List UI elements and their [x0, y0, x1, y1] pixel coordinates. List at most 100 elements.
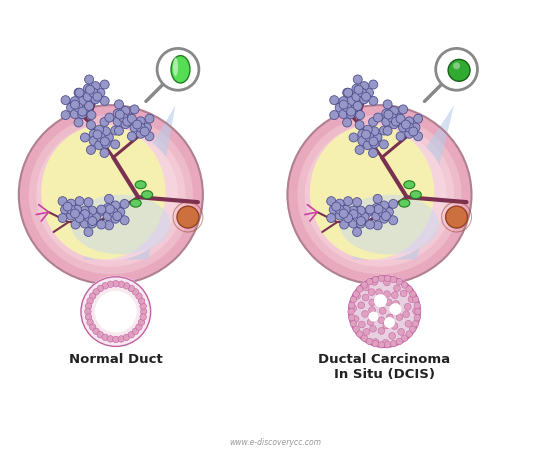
Circle shape — [85, 85, 95, 94]
Circle shape — [97, 220, 106, 229]
Circle shape — [346, 97, 355, 106]
Circle shape — [123, 117, 132, 126]
Circle shape — [138, 319, 145, 325]
Circle shape — [100, 149, 109, 157]
Circle shape — [372, 339, 379, 346]
Circle shape — [446, 206, 468, 228]
Circle shape — [128, 132, 136, 141]
Circle shape — [411, 123, 420, 132]
Circle shape — [80, 206, 89, 215]
Circle shape — [111, 126, 120, 135]
Circle shape — [132, 289, 139, 295]
Circle shape — [89, 136, 98, 146]
Circle shape — [392, 117, 400, 126]
Circle shape — [103, 212, 112, 221]
Circle shape — [366, 338, 373, 345]
Circle shape — [352, 84, 361, 93]
Circle shape — [330, 95, 339, 105]
Circle shape — [339, 100, 348, 109]
Circle shape — [384, 110, 393, 119]
Circle shape — [111, 140, 120, 149]
Circle shape — [329, 205, 338, 214]
Circle shape — [352, 316, 359, 322]
Circle shape — [379, 214, 389, 223]
Circle shape — [358, 129, 367, 139]
Circle shape — [81, 103, 90, 112]
Circle shape — [90, 324, 96, 330]
Circle shape — [119, 113, 128, 122]
Circle shape — [353, 326, 359, 332]
Circle shape — [96, 88, 105, 97]
Ellipse shape — [142, 190, 152, 199]
Circle shape — [382, 117, 390, 126]
Circle shape — [130, 105, 139, 114]
Polygon shape — [352, 105, 454, 259]
Circle shape — [123, 334, 130, 341]
Circle shape — [75, 88, 84, 97]
Circle shape — [356, 217, 366, 225]
Circle shape — [114, 100, 123, 109]
Circle shape — [327, 196, 336, 206]
Circle shape — [373, 133, 382, 142]
Circle shape — [378, 275, 384, 282]
Circle shape — [360, 82, 368, 90]
Circle shape — [389, 120, 399, 129]
Circle shape — [372, 212, 381, 221]
Circle shape — [71, 220, 80, 229]
Circle shape — [136, 293, 142, 299]
Circle shape — [376, 289, 382, 296]
Circle shape — [402, 282, 408, 288]
Circle shape — [389, 332, 395, 339]
Circle shape — [136, 129, 145, 138]
Circle shape — [136, 324, 142, 330]
Circle shape — [95, 125, 103, 134]
Circle shape — [361, 130, 371, 139]
Circle shape — [379, 308, 386, 314]
Circle shape — [378, 341, 384, 348]
Ellipse shape — [130, 199, 141, 207]
Circle shape — [386, 299, 392, 306]
Circle shape — [394, 285, 400, 291]
Circle shape — [363, 141, 372, 150]
Circle shape — [100, 96, 109, 106]
Circle shape — [399, 123, 408, 132]
Circle shape — [369, 96, 378, 106]
Circle shape — [396, 132, 405, 141]
Circle shape — [140, 308, 147, 315]
Circle shape — [96, 133, 106, 142]
Circle shape — [157, 48, 199, 90]
Circle shape — [89, 88, 98, 97]
Circle shape — [396, 114, 405, 123]
Circle shape — [362, 284, 369, 291]
Circle shape — [128, 285, 135, 291]
Circle shape — [369, 80, 378, 89]
Circle shape — [355, 146, 364, 154]
Circle shape — [93, 289, 100, 295]
Circle shape — [367, 319, 374, 325]
Circle shape — [61, 111, 70, 119]
Circle shape — [390, 308, 397, 315]
Circle shape — [339, 110, 348, 118]
Circle shape — [414, 302, 420, 309]
Circle shape — [389, 106, 399, 115]
Circle shape — [372, 203, 381, 213]
Circle shape — [390, 341, 397, 347]
Circle shape — [399, 121, 408, 130]
Circle shape — [366, 205, 375, 214]
Circle shape — [349, 133, 358, 142]
Circle shape — [86, 121, 96, 129]
Ellipse shape — [173, 57, 178, 76]
Circle shape — [453, 62, 460, 69]
Circle shape — [106, 205, 114, 213]
Circle shape — [113, 280, 119, 287]
Circle shape — [384, 275, 390, 282]
Circle shape — [408, 296, 415, 302]
Circle shape — [368, 289, 375, 296]
Circle shape — [373, 221, 382, 230]
Circle shape — [393, 301, 399, 308]
Circle shape — [70, 100, 80, 109]
Circle shape — [86, 146, 96, 154]
Circle shape — [404, 303, 411, 310]
Circle shape — [412, 308, 420, 314]
Circle shape — [105, 113, 114, 122]
